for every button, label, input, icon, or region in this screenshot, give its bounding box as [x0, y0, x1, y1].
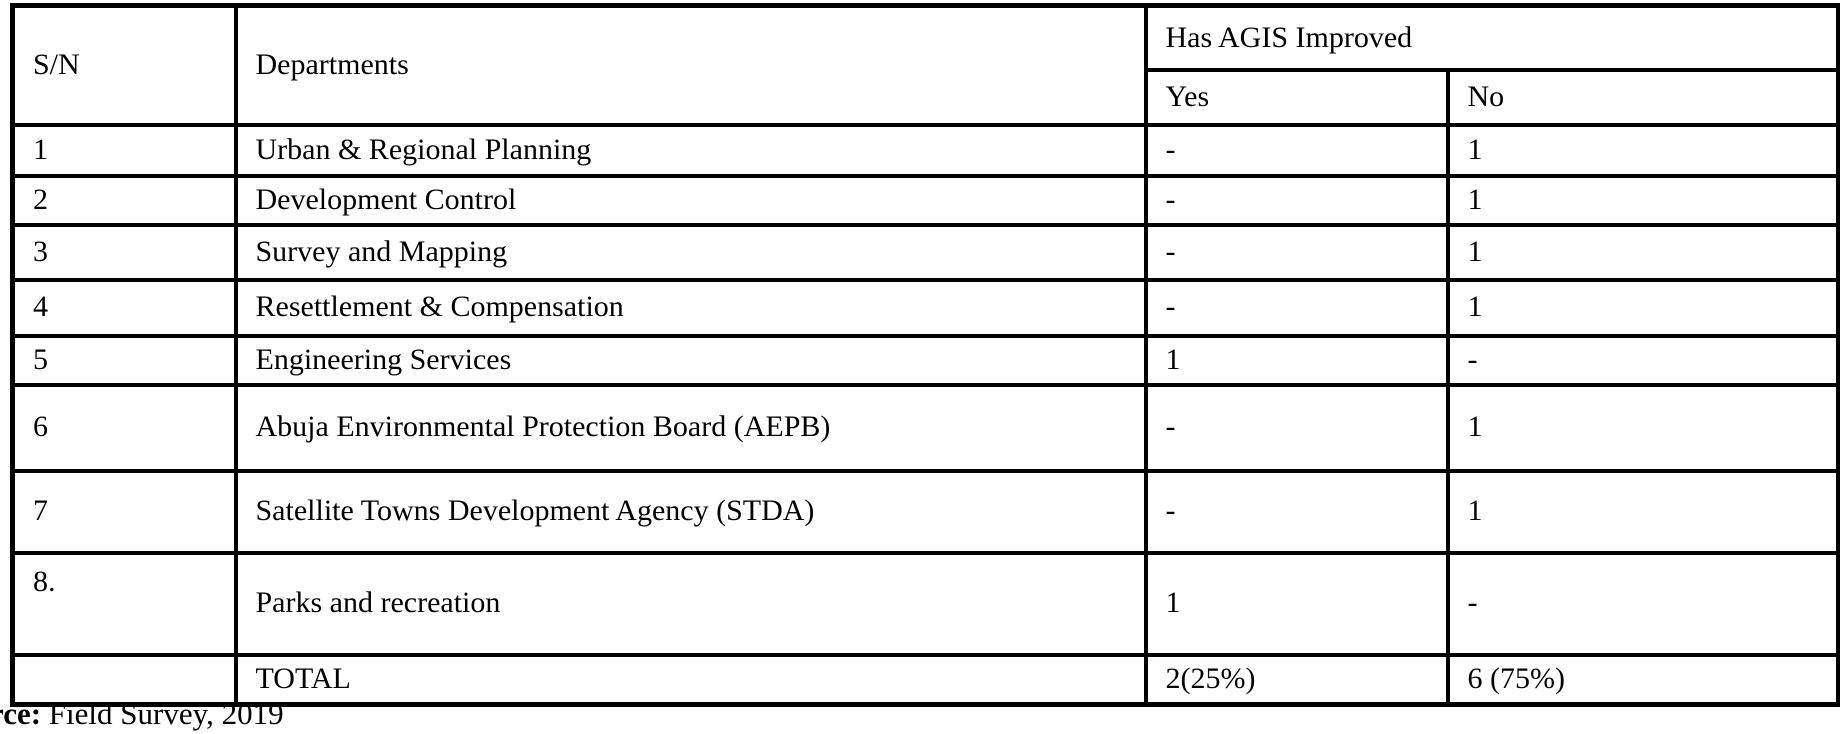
no-cell: 1	[1445, 468, 1840, 555]
sn-cell: 1	[10, 122, 238, 178]
table-row: 2 Development Control - 1	[10, 173, 1840, 227]
source-note-text: Field Survey, 2019	[48, 696, 284, 731]
table-row: 8. Parks and recreation 1 -	[10, 550, 1840, 657]
sn-cell: 3	[10, 222, 238, 282]
yes-cell: 1	[1143, 333, 1450, 387]
table-row: 5 Engineering Services 1 -	[10, 333, 1840, 387]
header-row-top: S/N Departments Has AGIS Improved	[10, 3, 1840, 127]
no-cell: 1	[1445, 222, 1840, 282]
yes-cell: -	[1143, 122, 1450, 178]
department-cell: Abuja Environmental Protection Board (AE…	[233, 382, 1148, 473]
no-cell: 1	[1445, 173, 1840, 227]
total-no-cell: 6 (75%)	[1445, 652, 1840, 707]
table-row: 3 Survey and Mapping - 1	[10, 222, 1840, 282]
department-cell: Urban & Regional Planning	[233, 122, 1148, 178]
department-cell: Satellite Towns Development Agency (STDA…	[233, 468, 1148, 555]
department-cell: Resettlement & Compensation	[233, 277, 1148, 338]
department-cell: Engineering Services	[233, 333, 1148, 387]
no-cell: 1	[1445, 382, 1840, 473]
total-sn-cell	[10, 652, 238, 707]
header-yes: Yes	[1143, 67, 1450, 127]
table-row: 7 Satellite Towns Development Agency (ST…	[10, 468, 1840, 555]
yes-cell: -	[1143, 468, 1450, 555]
sn-cell: 8.	[10, 550, 238, 657]
no-cell: 1	[1445, 122, 1840, 178]
sn-cell: 4	[10, 277, 238, 338]
table-row: 6 Abuja Environmental Protection Board (…	[10, 382, 1840, 473]
header-agis-group: Has AGIS Improved	[1143, 3, 1840, 72]
total-yes-cell: 2(25%)	[1143, 652, 1450, 707]
yes-cell: -	[1143, 277, 1450, 338]
header-sn: S/N	[10, 3, 238, 127]
sn-cell: 6	[10, 382, 238, 473]
header-departments: Departments	[233, 3, 1148, 127]
table-row: 4 Resettlement & Compensation - 1	[10, 277, 1840, 338]
source-note-label: rce:	[0, 696, 42, 731]
no-cell: -	[1445, 550, 1840, 657]
header-row-sub: Yes No	[13, 67, 1840, 127]
header-no: No	[1445, 67, 1840, 127]
total-row: TOTAL 2(25%) 6 (75%)	[10, 652, 1840, 707]
department-cell: Parks and recreation	[233, 550, 1148, 657]
department-cell: Survey and Mapping	[233, 222, 1148, 282]
sn-cell: 7	[10, 468, 238, 555]
total-label-cell: TOTAL	[233, 652, 1148, 707]
department-cell: Development Control	[233, 173, 1148, 227]
yes-cell: -	[1143, 173, 1450, 227]
no-cell: 1	[1445, 277, 1840, 338]
source-note: rce: Field Survey, 2019	[0, 696, 284, 732]
yes-cell: 1	[1143, 550, 1450, 657]
table-row: 1 Urban & Regional Planning - 1	[10, 122, 1840, 178]
no-cell: -	[1445, 333, 1840, 387]
yes-cell: -	[1143, 382, 1450, 473]
yes-cell: -	[1143, 222, 1450, 282]
sn-cell: 2	[10, 173, 238, 227]
agis-survey-table: S/N Departments Has AGIS Improved Yes No…	[10, 3, 1840, 707]
sn-cell: 5	[10, 333, 238, 387]
